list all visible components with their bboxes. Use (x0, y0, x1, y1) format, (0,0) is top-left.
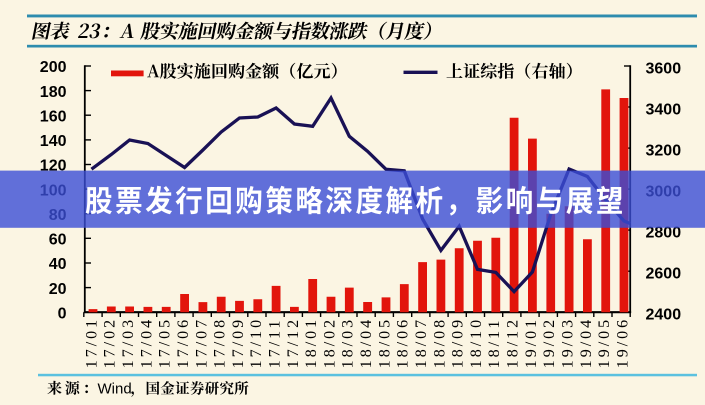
svg-text:17/03: 17/03 (120, 317, 137, 368)
svg-text:18/11: 18/11 (486, 317, 503, 368)
svg-text:18/03: 18/03 (340, 317, 357, 368)
svg-text:17/11: 17/11 (267, 317, 284, 368)
svg-text:17/05: 17/05 (157, 317, 174, 368)
svg-text:200: 200 (40, 59, 67, 76)
svg-text:17/02: 17/02 (102, 317, 119, 368)
svg-text:Wind: Wind (98, 381, 132, 398)
svg-text:18/06: 18/06 (395, 317, 412, 368)
svg-text:2800: 2800 (646, 225, 682, 242)
svg-text:18/12: 18/12 (505, 317, 522, 368)
svg-text:0: 0 (58, 305, 67, 322)
svg-text:60: 60 (49, 232, 67, 249)
svg-text:17/07: 17/07 (193, 317, 210, 368)
svg-text:20: 20 (49, 281, 67, 298)
svg-text:160: 160 (40, 108, 67, 125)
svg-text:180: 180 (40, 84, 67, 101)
svg-text:2600: 2600 (646, 266, 682, 283)
svg-text:18/09: 18/09 (450, 317, 467, 368)
svg-text:19/03: 19/03 (560, 317, 577, 368)
svg-text:19/06: 19/06 (614, 317, 631, 368)
svg-text:40: 40 (49, 256, 67, 273)
svg-text:19/02: 19/02 (541, 317, 558, 368)
svg-text:19/01: 19/01 (523, 317, 540, 368)
svg-text:17/04: 17/04 (138, 317, 155, 368)
svg-text:17/01: 17/01 (83, 317, 100, 368)
svg-text:18/07: 18/07 (413, 317, 430, 368)
svg-text:18/08: 18/08 (431, 317, 448, 368)
svg-text:17/10: 17/10 (248, 317, 265, 368)
svg-text:19/04: 19/04 (578, 317, 595, 368)
svg-text:18/01: 18/01 (303, 317, 320, 368)
svg-text:17/06: 17/06 (175, 317, 192, 368)
svg-text:3200: 3200 (646, 143, 682, 160)
svg-text:18/05: 18/05 (376, 317, 393, 368)
svg-text:17/08: 17/08 (212, 317, 229, 368)
svg-text:3400: 3400 (646, 102, 682, 119)
svg-text:120: 120 (40, 158, 67, 175)
svg-text:18/10: 18/10 (468, 317, 485, 368)
svg-text:18/02: 18/02 (321, 317, 338, 368)
svg-text:17/12: 17/12 (285, 317, 302, 368)
svg-text:140: 140 (40, 133, 67, 150)
svg-text:2400: 2400 (646, 307, 682, 324)
svg-text:3600: 3600 (646, 61, 682, 78)
svg-text:18/04: 18/04 (358, 317, 375, 368)
svg-text:19/05: 19/05 (596, 317, 613, 368)
svg-text:17/09: 17/09 (230, 317, 247, 368)
